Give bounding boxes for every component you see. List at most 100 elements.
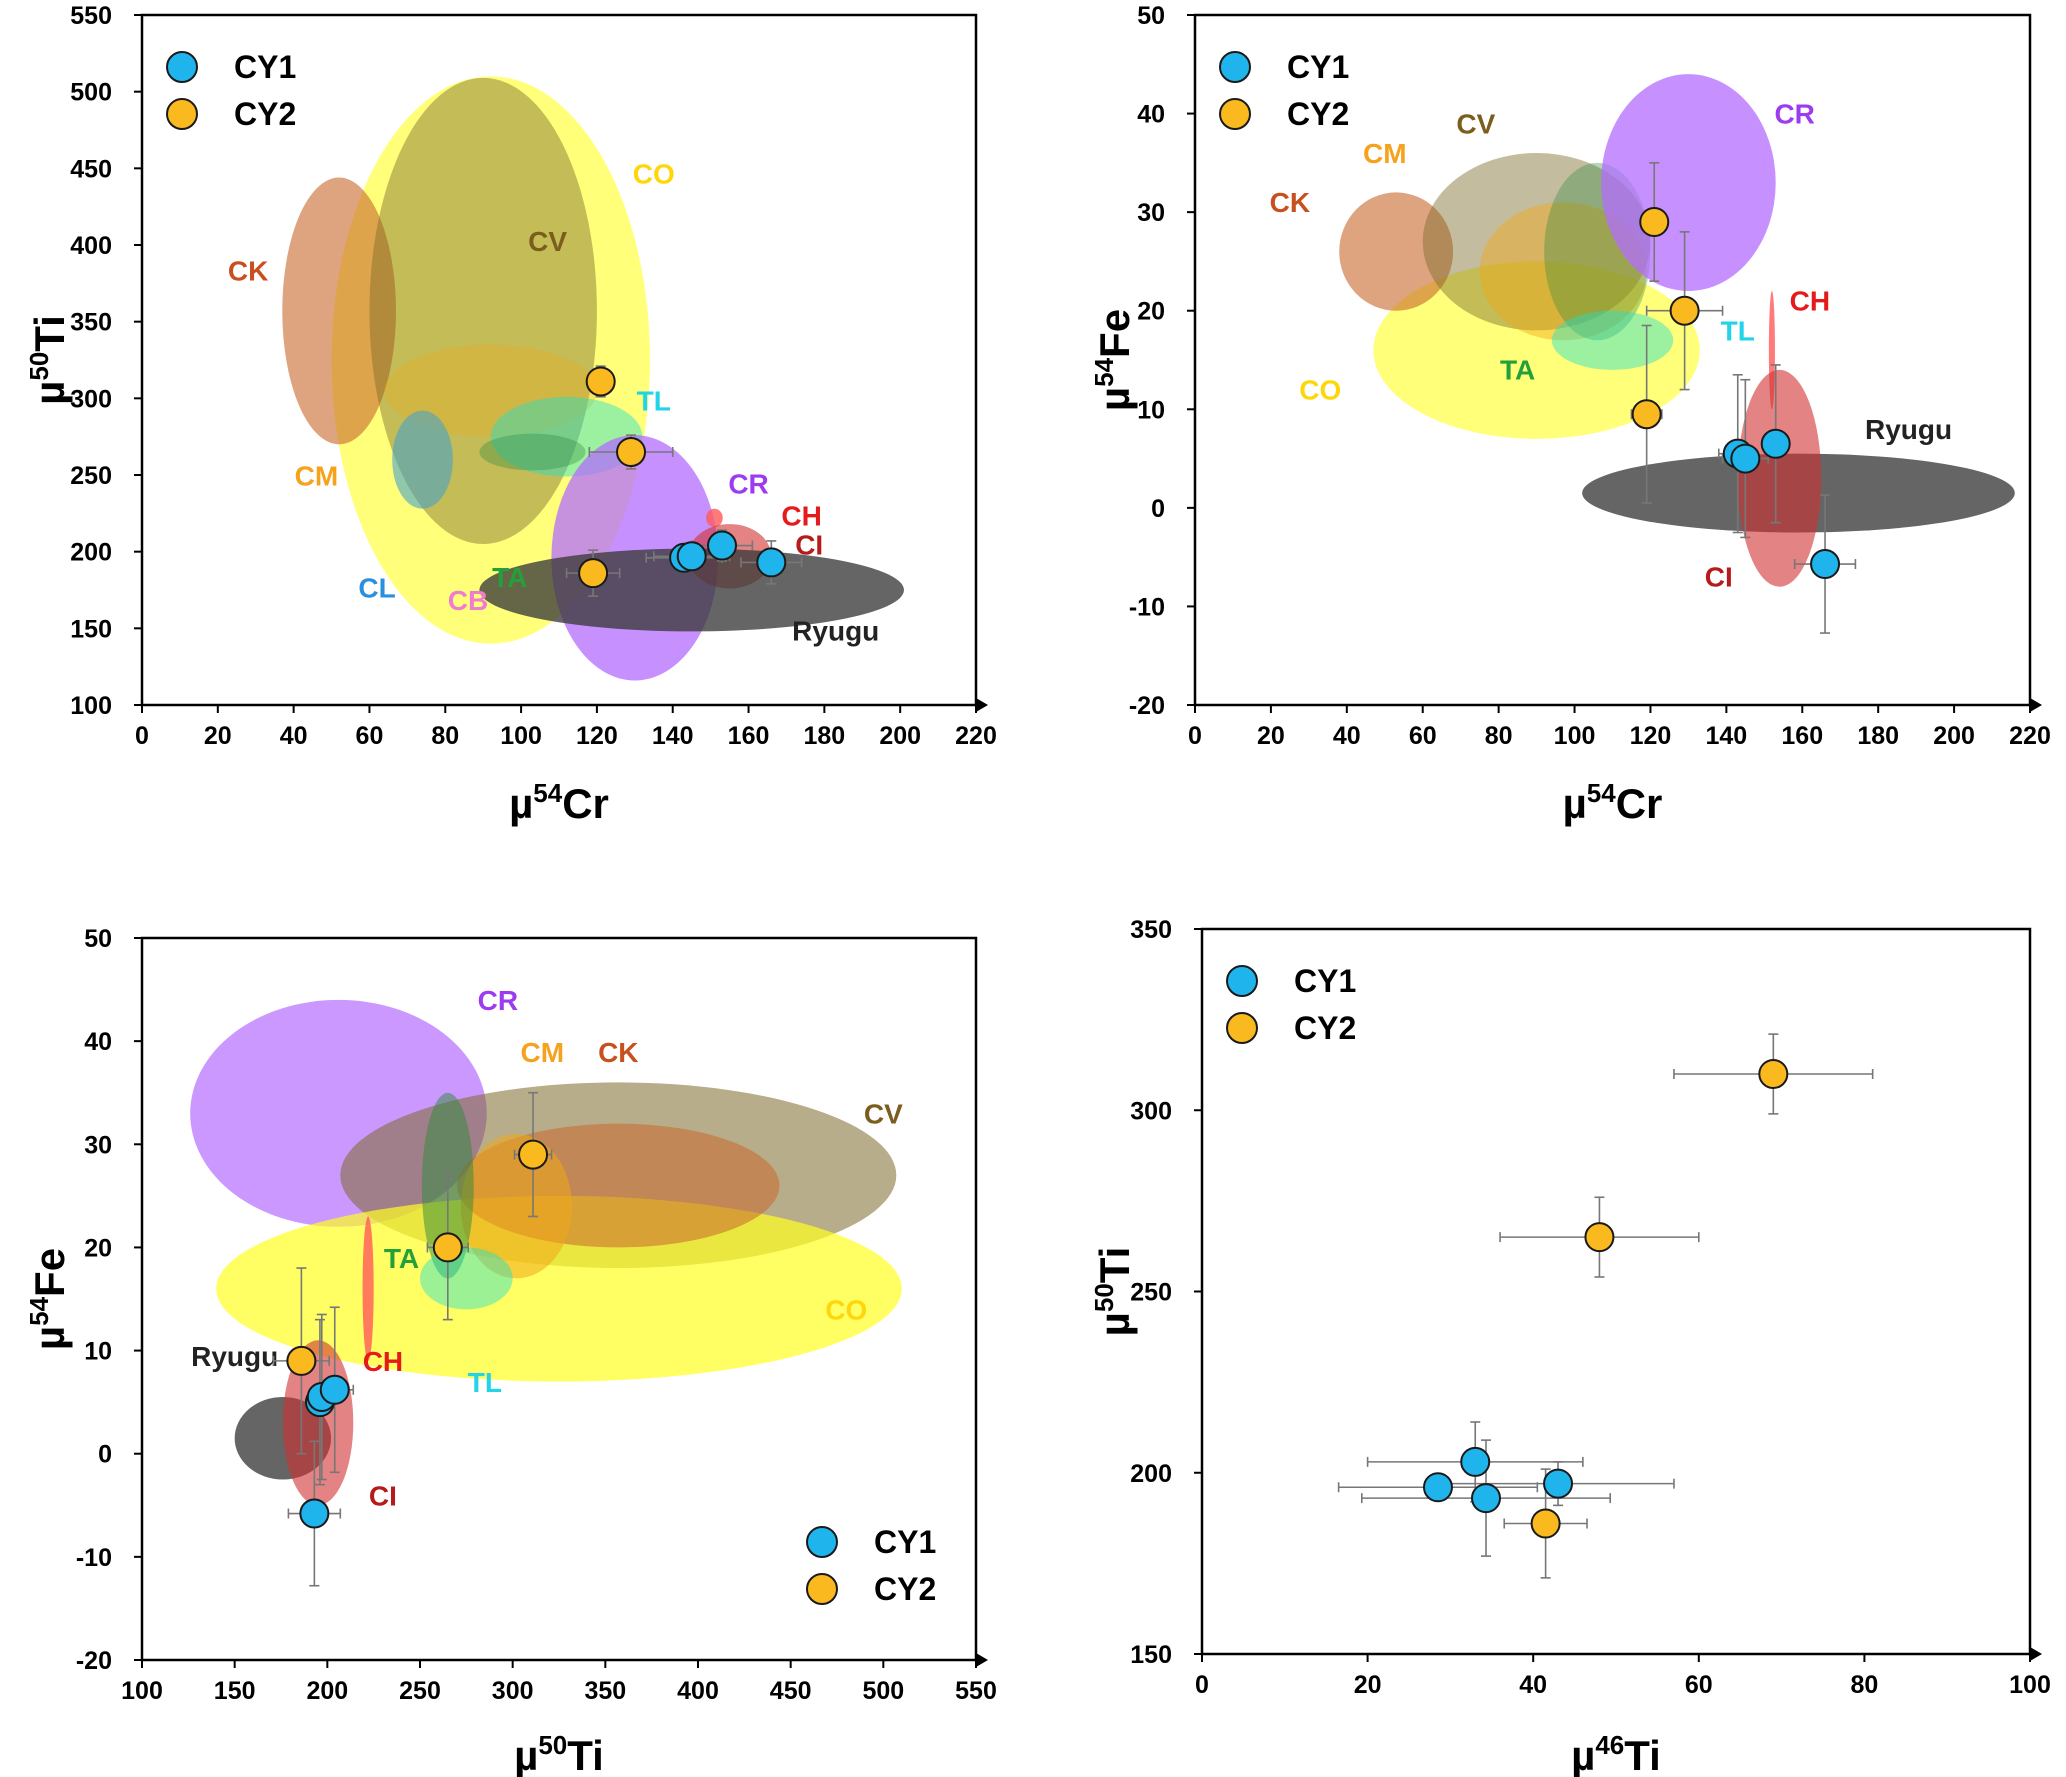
region-label-ci: CI: [369, 1480, 397, 1511]
plot-frame: [1193, 13, 2032, 707]
regions: CR CV CO CK CM TA TL CH Ryugu CI: [190, 985, 903, 1511]
y-tick-label: 50: [1137, 2, 1165, 30]
region-label-co: CO: [825, 1295, 867, 1326]
y-tick-label: 20: [1137, 298, 1165, 326]
y-axis-label: µ50Ti: [1089, 1247, 1138, 1337]
legend-marker-cy1: [806, 1526, 838, 1558]
legend-marker-cy1: [166, 51, 198, 83]
y-tick-label: 40: [1137, 101, 1165, 129]
chart-panel-4: 0 20 40 60 80 100150200250300350µ46Tiµ50TiCY1…: [1089, 916, 2051, 1777]
x-axis-label-mu: µ: [1571, 1732, 1595, 1777]
x-tick-label: 180: [1857, 722, 1899, 750]
y-tick-label: 350: [1130, 916, 1172, 944]
region-label-ch: CH: [781, 501, 821, 532]
data-point-cy2: [1584, 1222, 1615, 1253]
legend-marker-cy1: [1219, 51, 1251, 83]
y-axis-label-mu: µ: [26, 1326, 73, 1350]
x-tick-label: 100: [121, 1677, 163, 1705]
y-axis-label: µ54Fe: [1089, 309, 1138, 411]
x-tick-label: 120: [1630, 722, 1672, 750]
region-label-ryugu: Ryugu: [191, 1341, 278, 1372]
legend-label-cy1: CY1: [1287, 49, 1349, 85]
region-label-cb: CB: [448, 585, 488, 616]
y-axis-label-element: Fe: [1091, 309, 1138, 358]
x-tick-label: 160: [728, 722, 770, 750]
y-tick-label: -20: [76, 1647, 112, 1675]
region-cv: [1422, 153, 1651, 331]
y-axis-label-sup: 54: [1089, 357, 1119, 386]
data-point-cy1: [1730, 443, 1761, 474]
x-axis-label-element: Ti: [567, 1732, 604, 1777]
x-tick-label: 0: [1188, 722, 1202, 750]
data-point-cy2: [432, 1232, 463, 1263]
y-tick-label: 0: [98, 1441, 112, 1469]
x-tick-label: 250: [399, 1677, 441, 1705]
y-tick-label: 10: [84, 1338, 112, 1366]
y-tick-label: 250: [1130, 1279, 1172, 1307]
y-tick-label: -10: [1129, 593, 1165, 621]
y-tick-label: 30: [84, 1131, 112, 1159]
x-axis-label-element: Cr: [1616, 780, 1663, 827]
region-ch: [706, 508, 723, 528]
y-tick-label: 100: [70, 692, 112, 720]
x-tick-label: 300: [492, 1677, 534, 1705]
x-tick-label: 200: [306, 1677, 348, 1705]
y-tick-label: 150: [70, 615, 112, 643]
data-point-cy2: [1530, 1508, 1561, 1539]
region-label-co: CO: [633, 159, 675, 190]
x-tick-label: 40: [280, 722, 308, 750]
x-tick-label: 500: [862, 1677, 904, 1705]
x-tick-label: 550: [955, 1677, 997, 1705]
x-axis-arrow: [2030, 698, 2042, 712]
region-cm: [460, 1133, 572, 1279]
x-tick-label: 220: [2009, 722, 2051, 750]
x-axis-label-sup: 54: [1587, 778, 1616, 808]
y-tick-label: 0: [1151, 495, 1165, 523]
data-point-cy1: [1422, 1472, 1453, 1503]
x-tick-label: 100: [1554, 722, 1596, 750]
region-label-ryugu: Ryugu: [792, 616, 879, 647]
x-tick-label: 100: [500, 722, 542, 750]
data-point-cy1: [1543, 1468, 1574, 1499]
region-label-cv: CV: [528, 226, 567, 257]
x-axis-arrow: [976, 698, 988, 712]
x-axis-label-mu: µ: [509, 780, 533, 827]
data-point-cy2: [286, 1345, 317, 1376]
region-label-cm: CM: [1363, 138, 1407, 169]
x-axis-label: µ54Cr: [1563, 778, 1663, 827]
region-label-cl: CL: [358, 573, 395, 604]
region-cr: [1601, 74, 1776, 291]
region-cm: [384, 344, 597, 437]
x-axis-label: µ50Ti: [514, 1730, 604, 1777]
y-tick-label: 200: [1130, 1460, 1172, 1488]
data-points: [272, 1091, 553, 1587]
x-tick-label: 180: [804, 722, 846, 750]
data-point-cy2: [518, 1139, 549, 1170]
x-tick-label: 120: [576, 722, 618, 750]
y-axis-label-mu: µ: [1091, 1312, 1138, 1336]
region-label-ta: TA: [492, 562, 527, 593]
x-axis-label: µ54Cr: [509, 778, 609, 827]
y-tick-label: 300: [70, 385, 112, 413]
region-label-tl: TL: [1721, 315, 1755, 346]
legend-label-cy1: CY1: [234, 49, 296, 85]
x-tick-label: 60: [356, 722, 384, 750]
region-label-tl: TL: [468, 1367, 502, 1398]
data-point-cy1: [1471, 1483, 1502, 1514]
y-tick-label: 150: [1130, 1641, 1172, 1669]
legend-marker-cy2: [806, 1573, 838, 1605]
x-tick-label: 400: [677, 1677, 719, 1705]
data-points: [1337, 1033, 1874, 1579]
x-tick-label: 160: [1781, 722, 1823, 750]
x-tick-label: 140: [1706, 722, 1748, 750]
region-cl: [392, 410, 453, 509]
legend-marker-cy2: [1219, 98, 1251, 130]
region-label-cm: CM: [295, 461, 339, 492]
region-ck: [282, 177, 396, 445]
region-tl: [1551, 310, 1674, 370]
legend-label-cy2: CY2: [874, 1571, 936, 1607]
